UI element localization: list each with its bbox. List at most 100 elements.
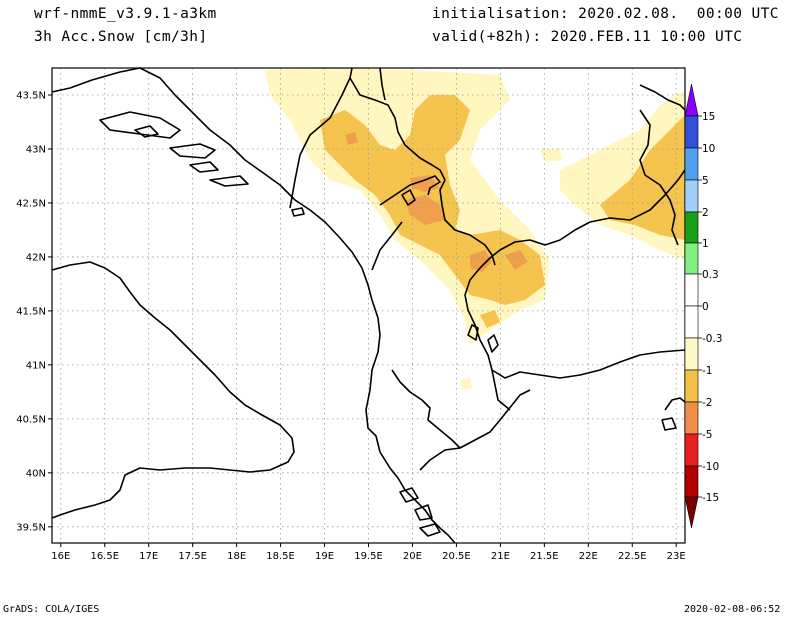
border-kosovo <box>439 179 496 266</box>
border-greece-alb <box>391 369 461 449</box>
colorbar-label: 1 <box>702 238 709 250</box>
colorbar-segment <box>684 401 699 435</box>
grads-credit: GrADS: COLA/IGES <box>3 604 100 615</box>
lon-tick-label: 16.5E <box>90 551 119 562</box>
lon-tick-label: 20.5E <box>442 551 471 562</box>
coastlines-and-borders <box>51 67 686 544</box>
snow-heavy-area <box>470 250 492 272</box>
snow-heavy-area <box>505 250 528 270</box>
lon-tick-label: 18E <box>227 551 246 562</box>
axes: 16E 16.5E 17E 17.5E 18E 18.5E 19E 19.5E 20E 20.5E… <box>16 90 685 562</box>
island <box>169 143 216 159</box>
border-greece-north-2 <box>491 369 511 411</box>
lon-tick-label: 19E <box>315 551 334 562</box>
italy-coast <box>51 261 295 519</box>
island <box>99 111 181 139</box>
aegean-coast <box>664 397 686 411</box>
colorbar-segment <box>684 242 699 275</box>
colorbar-segment <box>684 433 699 467</box>
colorbar-label: 0.3 <box>702 269 719 281</box>
lake-prespa <box>487 334 499 353</box>
border-bg-east <box>639 109 679 246</box>
colorbar-label: 0 <box>702 301 709 313</box>
colorbar-label: -15 <box>702 492 719 504</box>
colorbar-segment <box>684 115 699 149</box>
colorbar-label: -5 <box>702 429 712 441</box>
adriatic-coast-south <box>361 267 381 453</box>
lake-skadar <box>401 189 416 206</box>
colorbar-segment <box>684 337 699 371</box>
snow-moderate-area <box>600 115 685 240</box>
colorbar-segment <box>684 369 699 403</box>
lon-tick-label: 22.5E <box>618 551 647 562</box>
snow-moderate-area <box>480 310 500 328</box>
snow-heavy-area <box>405 195 445 225</box>
adriatic-coast-north <box>51 67 363 269</box>
colorbar-label: -2 <box>702 397 712 409</box>
lon-tick-label: 19.5E <box>354 551 383 562</box>
colorbar: 15 10 5 2 1 0.3 0 -0.3 -1 -2 -5 -10 -15 <box>684 83 723 529</box>
colorbar-segment <box>684 179 699 213</box>
lon-tick-label: 17E <box>139 551 158 562</box>
valid-time: valid(+82h): 2020.FEB.11 10:00 UTC <box>432 29 743 45</box>
colorbar-label: 15 <box>702 111 715 123</box>
lat-tick-label: 42N <box>26 252 46 263</box>
snow-heavy-area <box>410 175 440 192</box>
island <box>209 175 249 187</box>
island <box>414 504 433 521</box>
field-name: 3h Acc.Snow [cm/3h] <box>34 29 208 45</box>
lon-tick-label: 17.5E <box>178 551 207 562</box>
colorbar-segment <box>684 465 699 498</box>
lat-tick-label: 39.5N <box>16 522 46 533</box>
border-mkd-west <box>464 267 686 379</box>
colorbar-label: -0.3 <box>702 333 723 345</box>
border-alb-kos <box>371 221 403 271</box>
island <box>134 125 159 138</box>
border-bg-ro <box>639 84 686 111</box>
island <box>291 207 305 217</box>
lat-tick-label: 42.5N <box>16 198 46 209</box>
lon-tick-label: 22E <box>579 551 598 562</box>
snow-light-area <box>460 378 472 390</box>
lon-tick-label: 16E <box>51 551 70 562</box>
border-serbia-1 <box>349 77 446 181</box>
colorbar-top-arrow <box>684 83 699 117</box>
lat-tick-label: 41N <box>26 360 46 371</box>
border-mkd-north <box>479 169 686 269</box>
snow-field <box>265 68 685 390</box>
init-time: initialisation: 2020.02.08. 00:00 UTC <box>432 6 779 22</box>
colorbar-label: -1 <box>702 365 712 377</box>
colorbar-label: 5 <box>702 175 709 187</box>
greece-coast-2 <box>419 389 531 471</box>
lon-tick-label: 23E <box>667 551 686 562</box>
border-bih-mne <box>289 67 353 209</box>
lat-tick-label: 43N <box>26 144 46 155</box>
lon-tick-label: 21E <box>491 551 510 562</box>
snow-heavy-area <box>345 132 358 145</box>
lon-tick-label: 21.5E <box>530 551 559 562</box>
greece-coast <box>379 451 456 544</box>
lat-tick-label: 40.5N <box>16 414 46 425</box>
lon-tick-label: 20E <box>403 551 422 562</box>
colorbar-label: 10 <box>702 143 715 155</box>
colorbar-segment <box>684 147 699 181</box>
colorbar-segment <box>684 273 699 307</box>
colorbar-segment <box>684 305 699 339</box>
border-mne-alb <box>379 175 441 206</box>
island <box>661 417 677 431</box>
colorbar-label: -10 <box>702 461 719 473</box>
colorbar-segment <box>684 211 699 244</box>
lat-tick-label: 40N <box>26 468 46 479</box>
island <box>399 487 419 503</box>
island <box>419 523 441 537</box>
snow-light-area <box>540 148 562 162</box>
render-timestamp: 2020-02-08-06:52 <box>684 604 781 615</box>
colorbar-label: 2 <box>702 207 709 219</box>
lat-lon-grid <box>52 68 685 543</box>
model-name: wrf-nmmE_v3.9.1-a3km <box>34 6 217 22</box>
lon-tick-label: 18.5E <box>266 551 295 562</box>
border-serbia-north <box>379 67 386 101</box>
lake-ohrid <box>467 324 479 341</box>
lat-tick-label: 43.5N <box>16 90 46 101</box>
